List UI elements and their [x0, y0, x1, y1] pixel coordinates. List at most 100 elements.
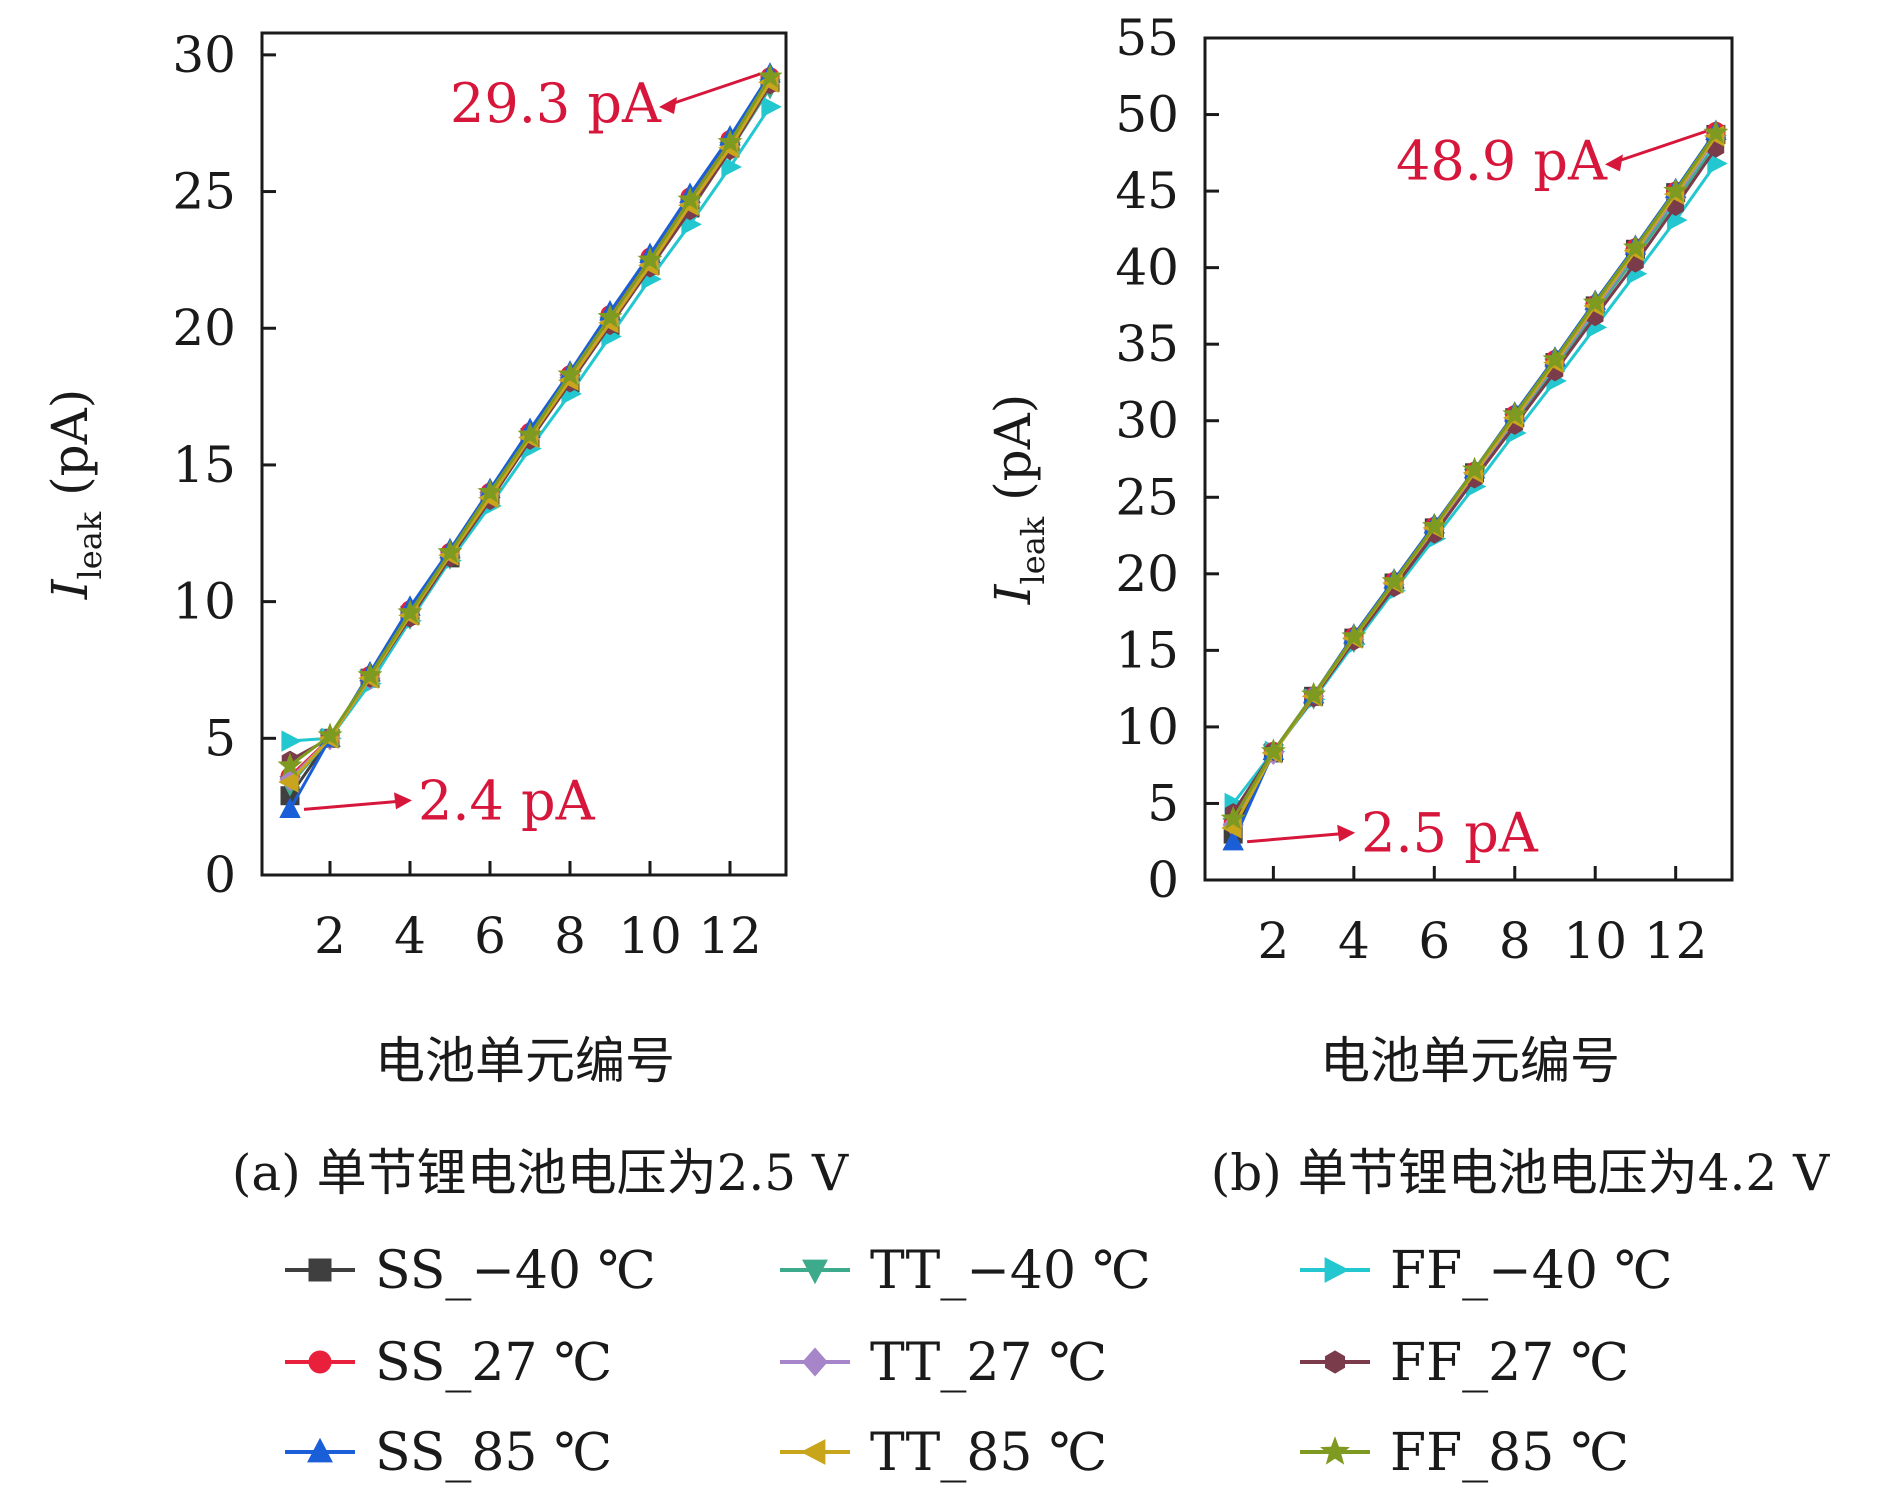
panel-b-y-tick-label: 30: [1115, 392, 1179, 450]
legend-item: SS_85 ℃: [285, 1423, 612, 1483]
panel-b-annotation-high: 48.9 pA: [1396, 129, 1608, 192]
panel-a-y-tick-label: 10: [172, 573, 236, 631]
legend-item: TT_−40 ℃: [780, 1241, 1151, 1301]
panel-b-y-tick-label: 50: [1115, 86, 1179, 144]
legend-marker-swatch: [800, 1439, 826, 1465]
panel-b-annotation-arrow-high: [1616, 129, 1707, 163]
panel-b-data-point: [1703, 119, 1729, 144]
panel-a-xlabel: 电池单元编号: [375, 1032, 675, 1090]
panel-b-x-tick-label: 12: [1644, 912, 1708, 970]
panel-a-data-point: [357, 662, 383, 687]
panel-a-data-point: [278, 771, 299, 793]
panel-b-data-point: [1260, 738, 1286, 763]
panel-a-y-tick-label: 20: [172, 299, 236, 357]
panel-a-y-tick-label: 30: [172, 26, 236, 84]
legend-label: FF_−40 ℃: [1390, 1241, 1673, 1301]
panel-b-y-tick-label: 20: [1115, 545, 1179, 603]
panel-b-data-point: [1421, 513, 1447, 537]
panel-b-y-tick-label: 10: [1115, 698, 1179, 756]
legend-item: TT_27 ℃: [780, 1333, 1107, 1393]
panel-b-y-tick-label: 35: [1115, 315, 1179, 373]
panel-a-x-tick-label: 6: [474, 907, 506, 965]
panel-b-x-tick-label: 6: [1418, 912, 1450, 970]
panel-b-data-point: [1341, 623, 1367, 648]
legend-item: FF_85 ℃: [1300, 1423, 1629, 1483]
panel-a-data-point: [557, 361, 583, 386]
panel-a-annotation-arrow-low: [303, 799, 399, 811]
panel-a-data-point: [761, 96, 782, 118]
panel-a-data-point: [757, 63, 783, 88]
panel-a-data-point: [477, 479, 503, 503]
panel-a-ylabel-subscript: leak: [71, 511, 109, 579]
panel-a-ylabel-symbol: I: [41, 578, 99, 600]
panel-b-x-tick-label: 2: [1257, 912, 1289, 970]
panel-b-ylabel: Ileak (pA): [984, 394, 1052, 605]
panel-a-y-tick-label: 5: [204, 709, 236, 767]
panel-b-x-tick-label: 4: [1338, 912, 1370, 970]
panel-b-ylabel-unit: (pA): [984, 394, 1042, 517]
panel-a-data-point: [397, 599, 423, 624]
panel-a-data-point: [437, 539, 463, 564]
panel-b-y-tick-label: 5: [1147, 774, 1179, 832]
legend-marker-swatch: [307, 1437, 333, 1463]
panel-b-annotation-arrow-low: [1247, 832, 1342, 844]
panel-a-chart: 2 4 6 8 10 12 0 5 10 15 20 25 30 Ileak (pA) 29.3 pA 2.4…: [41, 26, 788, 965]
panel-a-caption: (a) 单节锂电池电压为2.5 V: [232, 1144, 849, 1202]
panel-a-data-point: [317, 722, 343, 747]
legend-marker-swatch: [1324, 1350, 1346, 1374]
panel-a-annotation-arrow-high: [670, 72, 761, 106]
panel-a-x-tick-label: 10: [618, 907, 682, 965]
panel-a-arrowhead-high: [659, 97, 677, 115]
panel-a-data-point: [677, 186, 703, 211]
panel-b-xlabel: 电池单元编号: [1320, 1032, 1620, 1090]
legend-marker-swatch: [308, 1258, 332, 1282]
panel-b-data-point: [1663, 177, 1689, 202]
panel-b-data-point: [1542, 346, 1568, 371]
legend-marker-swatch: [802, 1259, 828, 1285]
panel-b-data-point: [1707, 152, 1728, 175]
panel-b-plot-frame: [1203, 36, 1734, 882]
panel-b-data-point: [1220, 805, 1246, 830]
panel-a-data-point: [279, 797, 301, 818]
panel-a-ylabel: Ileak (pA): [41, 389, 109, 600]
legend-marker-swatch: [802, 1347, 828, 1377]
panel-b-x-tick-label: 8: [1499, 912, 1531, 970]
legend-marker-swatch: [1320, 1436, 1350, 1465]
legend-item: FF_27 ℃: [1300, 1333, 1629, 1393]
panel-b-data-point: [1462, 456, 1488, 481]
panel-a-data-point: [281, 730, 302, 752]
panel-b-data-point: [1381, 568, 1407, 593]
legend-item: SS_−40 ℃: [285, 1241, 656, 1301]
panel-b-y-tick-label: 55: [1115, 9, 1179, 67]
panel-b-arrowhead-high: [1605, 154, 1623, 172]
panel-b-arrowhead-low: [1337, 824, 1356, 842]
panel-b-data-point: [1622, 234, 1648, 259]
panel-a-data-point: [277, 752, 303, 777]
panel-b-y-tick-label: 15: [1115, 621, 1179, 679]
panel-b-data-point: [1502, 401, 1528, 426]
panel-b-chart: 2 4 6 8 10 12 0 5 10 15 20 25 30 35 40 45 50 55 Ileak (pA)…: [984, 9, 1734, 970]
panel-b-ylabel-subscript: leak: [1014, 516, 1052, 584]
panel-b-annotation-low: 2.5 pA: [1361, 802, 1539, 865]
panel-a-data-point: [517, 421, 543, 446]
panel-a-y-tick-label: 15: [172, 436, 236, 494]
panel-b-data-point: [1301, 681, 1327, 706]
panel-a-x-tick-label: 2: [314, 907, 346, 965]
panel-a-data-point: [637, 246, 663, 271]
panel-a-plot-frame: [260, 31, 788, 877]
legend-label: FF_27 ℃: [1390, 1333, 1629, 1393]
panel-a-ylabel-unit: (pA): [41, 389, 99, 512]
panel-a-annotation-high: 29.3 pA: [450, 72, 662, 135]
panel-a-arrowhead-low: [394, 792, 412, 810]
legend-label: TT_85 ℃: [870, 1423, 1107, 1483]
legend-label: SS_85 ℃: [375, 1423, 612, 1483]
panel-a-x-tick-label: 8: [554, 907, 586, 965]
legend-marker-swatch: [308, 1350, 332, 1374]
panel-b-caption: (b) 单节锂电池电压为4.2 V: [1211, 1144, 1830, 1202]
legend-label: TT_27 ℃: [870, 1333, 1107, 1393]
legend-label: SS_27 ℃: [375, 1333, 612, 1393]
legend-label: TT_−40 ℃: [870, 1241, 1151, 1301]
panel-a-x-tick-label: 4: [394, 907, 426, 965]
panel-a-x-tick-label: 12: [698, 907, 762, 965]
